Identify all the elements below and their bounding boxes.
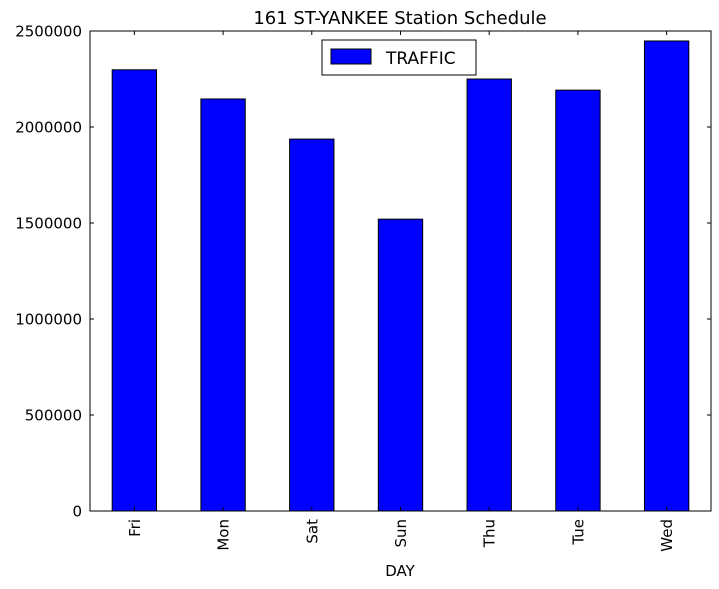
ticks-layer: Fri Mon Sat Sun Thu Tue Wed 0 500000 1000000 15000…	[15, 23, 711, 552]
y-tick-label: 1000000	[15, 311, 82, 329]
y-tick-label: 1500000	[15, 215, 82, 233]
bars-layer	[111, 40, 690, 512]
bar-thu	[466, 78, 512, 512]
y-tick-label: 2000000	[15, 119, 82, 137]
y-tick-label: 0	[72, 503, 82, 521]
bar-fri	[111, 69, 158, 512]
legend-label: TRAFFIC	[385, 49, 456, 69]
bar-sat	[289, 138, 335, 512]
bar-sun	[377, 218, 424, 512]
y-tick-label: 500000	[25, 407, 82, 425]
y-tick-label: 2500000	[15, 23, 82, 41]
x-tick-label-sat: Sat	[303, 519, 321, 544]
legend-swatch	[330, 48, 372, 65]
bar-mon	[200, 98, 246, 512]
chart-title: 161 ST-YANKEE Station Schedule	[253, 8, 546, 29]
x-tick-label-tue: Tue	[569, 519, 587, 546]
x-tick-label-thu: Thu	[481, 519, 499, 548]
bar-wed	[643, 40, 690, 512]
legend: TRAFFIC	[321, 39, 477, 76]
x-tick-label-mon: Mon	[215, 519, 233, 551]
x-axis-title: DAY	[385, 562, 415, 580]
x-tick-label-fri: Fri	[126, 519, 144, 537]
bar-tue	[555, 89, 601, 512]
x-tick-label-sun: Sun	[392, 519, 410, 548]
x-tick-label-wed: Wed	[658, 519, 676, 552]
